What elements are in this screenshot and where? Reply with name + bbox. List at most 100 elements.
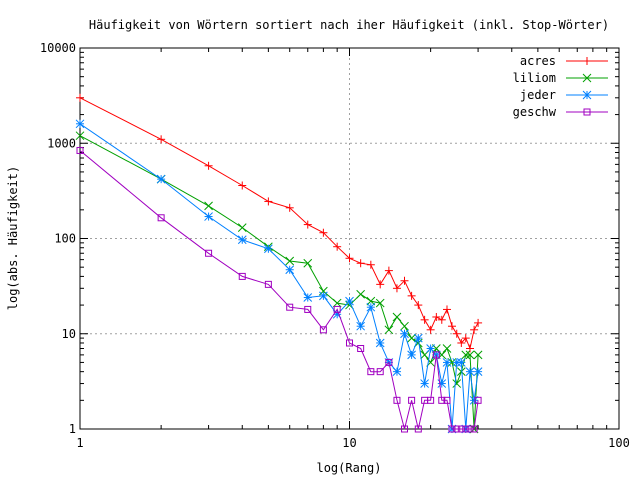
- data-point-acres: [76, 93, 84, 102]
- series-line-jeder: [79, 123, 479, 430]
- data-point-acres: [452, 329, 461, 338]
- data-point-geschw: [408, 396, 416, 404]
- data-point-geschw: [401, 425, 409, 433]
- data-point-jeder: [303, 293, 313, 302]
- data-point-jeder: [437, 379, 447, 388]
- data-point-acres: [392, 284, 401, 293]
- data-point-liliom: [204, 201, 213, 211]
- data-point-liliom: [237, 223, 247, 233]
- data-point-acres: [319, 228, 328, 237]
- legend-label-acres: acres: [520, 54, 556, 68]
- data-point-jeder: [456, 358, 466, 367]
- legend: acres liliom jeder geschw: [513, 54, 608, 119]
- y-tick-label: 100: [54, 232, 76, 246]
- data-point-geschw: [304, 305, 312, 313]
- data-point-liliom: [75, 131, 85, 141]
- data-point-geschw: [76, 146, 84, 154]
- data-point-liliom: [473, 350, 483, 360]
- data-point-geschw: [385, 358, 393, 366]
- data-point-geschw: [393, 396, 401, 404]
- series-jeder: [75, 119, 483, 434]
- data-point-geschw: [319, 326, 327, 334]
- y-axis-label: log(abs. Häufigkeit): [6, 166, 20, 311]
- data-point-jeder: [420, 379, 429, 388]
- data-point-geschw: [357, 345, 365, 353]
- data-point-liliom: [356, 289, 366, 299]
- data-point-liliom: [407, 333, 416, 343]
- data-point-liliom: [375, 298, 385, 308]
- series-line-geschw: [79, 150, 479, 430]
- x-tick-label: 1: [76, 436, 83, 450]
- data-point-geschw: [427, 396, 435, 404]
- data-point-geschw: [457, 425, 465, 433]
- data-point-geschw: [367, 368, 375, 376]
- y-tick-label: 10000: [40, 41, 76, 55]
- data-point-jeder: [237, 235, 247, 245]
- chart-title: Häufigkeit von Wörtern sortiert nach ihe…: [89, 18, 609, 32]
- data-point-geschw: [238, 272, 246, 280]
- data-point-acres: [204, 161, 213, 170]
- data-point-acres: [285, 203, 294, 212]
- data-point-geschw: [286, 303, 294, 311]
- data-point-liliom: [442, 344, 452, 353]
- legend-marker-jeder: [582, 90, 592, 100]
- series-liliom: [75, 131, 483, 434]
- data-point-acres: [303, 220, 312, 229]
- data-point-geschw: [470, 425, 478, 433]
- data-point-jeder: [75, 119, 85, 129]
- data-point-geschw: [474, 396, 482, 404]
- data-point-acres: [333, 242, 342, 251]
- data-point-acres: [384, 266, 393, 275]
- data-point-jeder: [465, 367, 475, 377]
- data-point-acres: [366, 260, 375, 269]
- data-point-geschw: [414, 425, 422, 433]
- data-point-acres: [461, 334, 470, 343]
- data-point-geschw: [264, 280, 272, 288]
- data-point-acres: [356, 259, 365, 268]
- data-point-jeder: [400, 329, 409, 339]
- grid: [80, 48, 619, 429]
- data-point-geschw: [205, 249, 213, 257]
- data-point-acres: [474, 318, 483, 327]
- data-point-geschw: [466, 425, 474, 433]
- data-point-liliom: [332, 298, 342, 308]
- data-point-geschw: [157, 214, 165, 222]
- data-point-jeder: [392, 367, 402, 377]
- data-point-jeder: [366, 302, 376, 312]
- data-point-acres: [457, 338, 466, 347]
- legend-marker-acres: [583, 57, 591, 65]
- data-point-geschw: [462, 425, 470, 433]
- data-point-acres: [432, 312, 441, 321]
- axis-ticks: 1 10 100 1 10 100 1000 10000: [40, 41, 630, 450]
- y-tick-label: 1000: [47, 136, 76, 150]
- data-point-liliom: [285, 256, 295, 266]
- data-point-acres: [470, 325, 479, 334]
- legend-marker-geschw: [583, 108, 591, 116]
- data-point-jeder: [264, 244, 273, 254]
- data-point-liliom: [384, 325, 394, 335]
- data-point-geschw: [453, 425, 461, 433]
- data-point-geschw: [443, 396, 451, 404]
- data-point-liliom: [400, 321, 409, 331]
- data-point-acres: [407, 291, 416, 300]
- x-tick-label: 10: [342, 436, 356, 450]
- data-point-acres: [437, 315, 446, 324]
- data-point-jeder: [156, 174, 166, 184]
- data-point-liliom: [366, 296, 376, 306]
- data-point-geschw: [376, 368, 384, 376]
- data-point-jeder: [375, 338, 385, 348]
- series-layer: [75, 93, 483, 434]
- data-point-acres: [442, 305, 451, 314]
- data-point-jeder: [442, 358, 452, 367]
- data-point-liliom: [461, 350, 471, 360]
- data-point-geschw: [333, 305, 341, 313]
- series-geschw: [76, 146, 482, 433]
- data-point-liliom: [392, 312, 402, 322]
- data-point-geschw: [432, 351, 440, 359]
- data-point-jeder: [319, 291, 328, 301]
- data-point-jeder: [356, 321, 366, 331]
- data-point-liliom: [465, 350, 475, 360]
- data-point-liliom: [452, 379, 462, 388]
- data-point-acres: [420, 315, 429, 324]
